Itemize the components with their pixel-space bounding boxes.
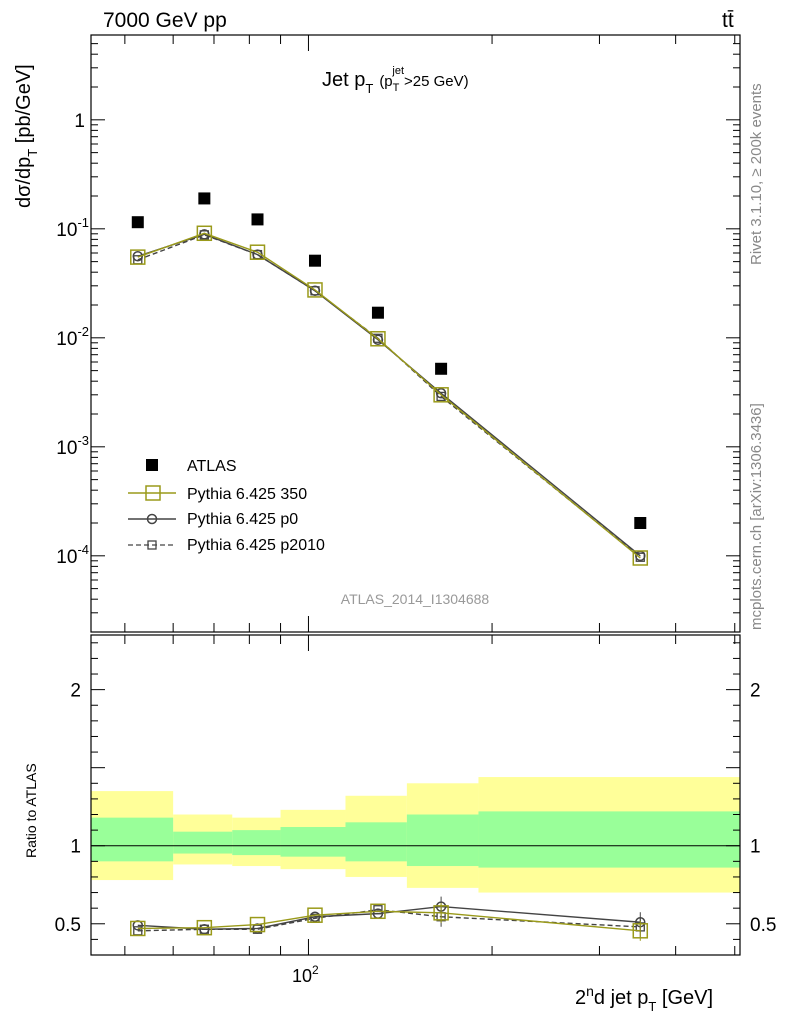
legend: ATLAS Pythia 6.425 350 Pythia 6.425 p0 P… <box>128 458 325 554</box>
series-line <box>137 232 641 559</box>
series-point <box>309 285 321 297</box>
ratio-ytick-label: 0.5 <box>55 915 81 936</box>
ratio-point <box>309 911 321 923</box>
series-point <box>435 388 447 399</box>
band-inner <box>478 811 740 868</box>
atlas-point <box>251 213 264 226</box>
ratio-point <box>130 920 146 937</box>
legend-label-p0: Pythia 6.425 p0 <box>187 511 298 528</box>
header-right: tt̄ <box>722 9 734 32</box>
legend-label-atlas: ATLAS <box>187 458 237 475</box>
legend-label-350: Pythia 6.425 350 <box>187 486 307 503</box>
band-inner <box>280 827 346 857</box>
series-line <box>137 234 641 558</box>
ytick-label: 1 <box>74 111 85 132</box>
series-point <box>370 331 386 347</box>
header-left: 7000 GeV pp <box>103 9 227 32</box>
legend-marker-p2010 <box>147 540 157 550</box>
side-label-bottom: mcplots.cern.ch [arXiv:1306.3436] <box>748 403 765 630</box>
top-panel: 1 10-1 10-2 10-3 10-4 Jet pT (pTjet>25 GeV) d… <box>13 34 741 633</box>
xtick-label: 102 <box>292 963 319 986</box>
top-ylabel: dσ/dpT [pb/GeV] <box>13 64 40 208</box>
ratio-ytick-label: 2 <box>70 681 81 702</box>
ytick-label: 10-3 <box>56 433 89 459</box>
chart-title: Jet pT (pTjet>25 GeV) <box>322 65 469 96</box>
top-ticks <box>91 34 740 633</box>
side-label-top: Rivet 3.1.10, ≥ 200k events <box>748 83 765 265</box>
atlas-point <box>371 306 384 319</box>
ratio-ytick-label-right: 1 <box>750 837 761 858</box>
ratio-point <box>199 923 210 935</box>
legend-marker-p0 <box>146 513 158 525</box>
atlas-point <box>308 254 321 267</box>
ratio-point <box>196 919 213 936</box>
ratio-panel: 0.5 0.5 1 1 2 2 Ratio to ATLAS 102 2nd jet pT… <box>23 634 777 1014</box>
atlas-point <box>634 517 647 530</box>
ratio-point <box>370 903 386 920</box>
ratio-point <box>433 905 449 921</box>
band-inner <box>232 830 281 856</box>
ratio-ylabel: Ratio to ATLAS <box>23 763 39 858</box>
ratio-frame <box>90 634 741 956</box>
ratio-ticks <box>91 635 740 955</box>
ratio-point <box>249 916 266 933</box>
band-inner <box>345 822 407 862</box>
series-point <box>307 282 323 298</box>
ytick-label: 10-1 <box>56 215 89 241</box>
atlas-point <box>435 362 448 375</box>
series-point <box>130 249 146 265</box>
ratio-line <box>137 905 641 930</box>
ratio-point <box>632 923 649 939</box>
series-point <box>196 225 213 242</box>
ratio-point <box>307 907 323 923</box>
band-inner <box>91 817 174 862</box>
atlas-point <box>198 192 211 205</box>
top-ytick-labels: 1 10-1 10-2 10-3 10-4 <box>56 111 89 568</box>
ratio-ytick-label-right: 2 <box>750 681 761 702</box>
top-frame <box>90 34 741 633</box>
ratio-ytick-label-right: 0.5 <box>750 915 776 936</box>
series-point <box>433 387 449 403</box>
legend-label-p2010: Pythia 6.425 p2010 <box>187 537 325 554</box>
xlabel: 2nd jet pT [GeV] <box>575 983 713 1014</box>
band-inner <box>173 831 233 854</box>
legend-marker-atlas <box>146 459 158 471</box>
series-point <box>249 244 266 260</box>
ratio-ytick-labels: 0.5 0.5 1 1 2 2 <box>55 681 777 936</box>
ratio-series <box>130 896 649 941</box>
atlas-point <box>131 216 144 229</box>
watermark: ATLAS_2014_I1304688 <box>341 591 490 607</box>
ytick-label: 10-4 <box>56 542 89 568</box>
ratio-line <box>137 910 641 932</box>
ratio-bands <box>91 777 740 893</box>
series-point <box>372 334 384 345</box>
band-inner <box>406 814 479 867</box>
series-line <box>137 233 641 557</box>
ratio-ytick-label: 1 <box>70 837 81 858</box>
ytick-label: 10-2 <box>56 324 89 350</box>
top-series <box>130 192 649 566</box>
series-point <box>132 251 144 262</box>
series-point <box>632 550 649 566</box>
legend-marker-350 <box>145 485 161 501</box>
